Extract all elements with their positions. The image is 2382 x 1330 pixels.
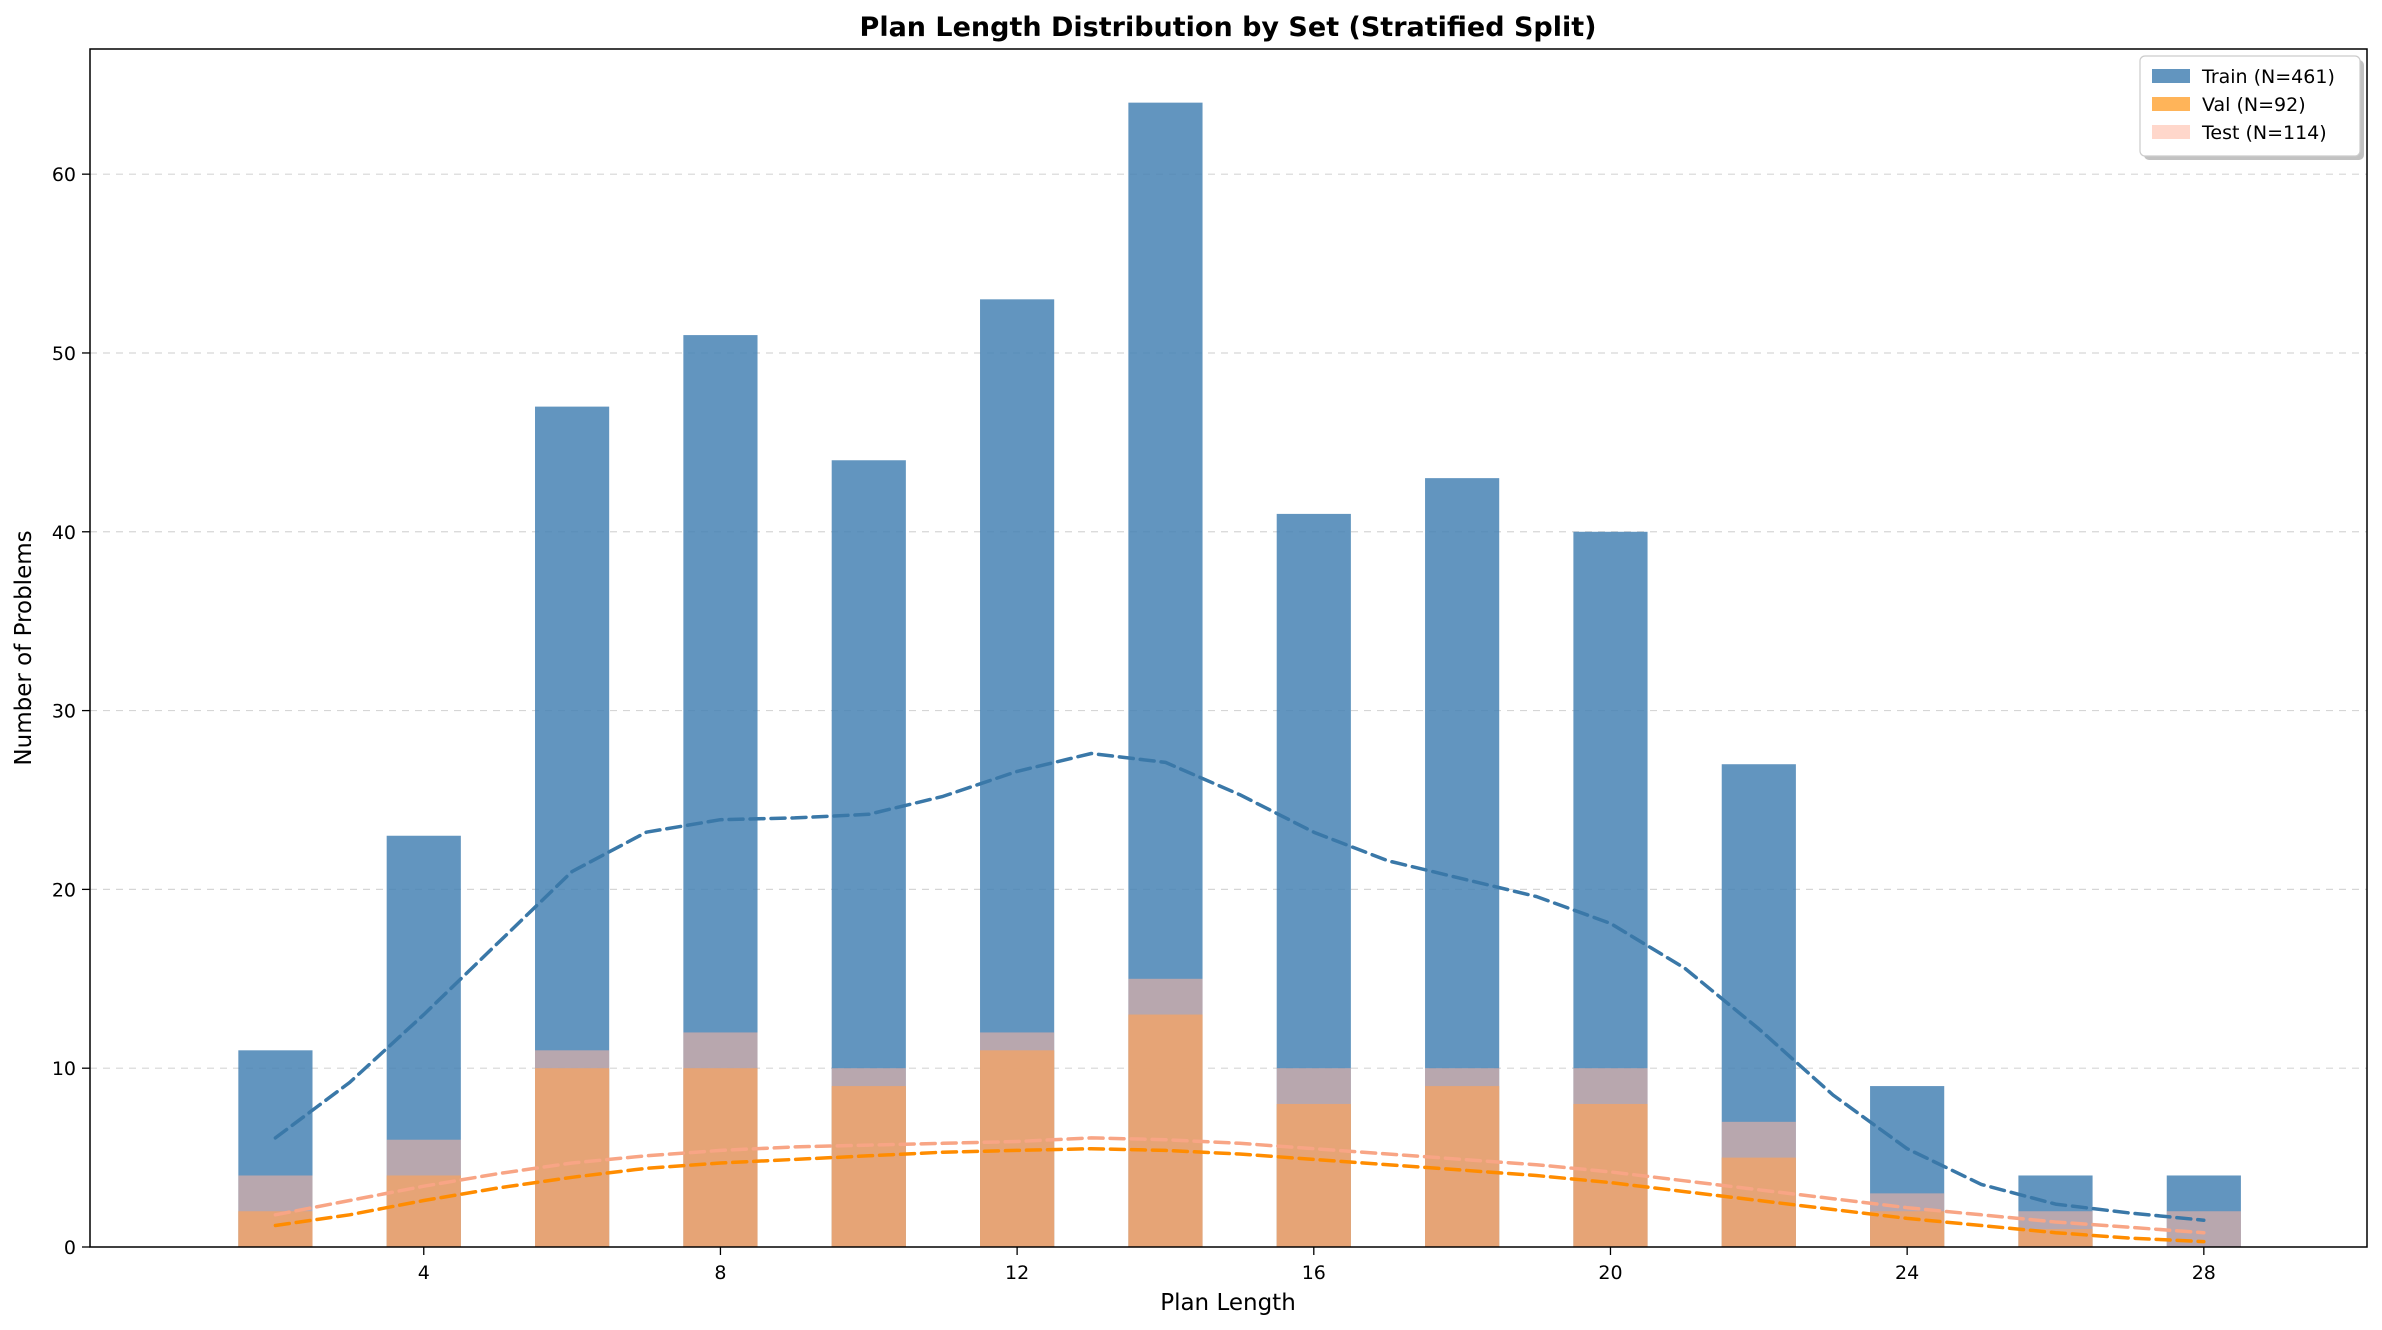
y-axis: 0 10 20 30 40 50 60 — [52, 164, 90, 1259]
x-tick-label: 24 — [1895, 1262, 1919, 1284]
bar-test — [980, 1032, 1055, 1247]
x-tick-label: 28 — [2192, 1262, 2216, 1284]
legend-swatch-test — [2152, 125, 2190, 139]
x-tick-label: 8 — [714, 1262, 726, 1284]
bars — [238, 102, 2241, 1247]
plot-frame — [89, 48, 2368, 1248]
gridlines — [90, 173, 2367, 1069]
legend-swatch-val — [2152, 97, 2190, 111]
y-tick-label: 40 — [52, 522, 76, 544]
x-tick-label: 20 — [1598, 1262, 1622, 1284]
legend: Train (N=461) Val (N=92) Test (N=114) — [2139, 55, 2364, 160]
trend-lines — [273, 751, 2206, 1244]
legend-box — [2139, 55, 2361, 157]
legend-label-train: Train (N=461) — [2201, 66, 2335, 88]
x-tick-label: 4 — [418, 1262, 430, 1284]
x-axis-title: Plan Length — [1160, 1290, 1296, 1316]
legend-label-test: Test (N=114) — [2201, 122, 2327, 144]
y-tick-label: 0 — [64, 1237, 76, 1259]
bar-test — [386, 1139, 461, 1247]
x-tick-label: 12 — [1005, 1262, 1029, 1284]
y-tick-label: 30 — [52, 701, 76, 723]
legend-label-val: Val (N=92) — [2202, 94, 2306, 116]
trend-line-test — [273, 1136, 2206, 1235]
bar-test — [1573, 1068, 1648, 1247]
bar-test — [535, 1050, 610, 1247]
y-tick-label: 10 — [52, 1058, 76, 1080]
y-tick-label: 50 — [52, 343, 76, 365]
y-axis-title: Number of Problems — [11, 530, 37, 765]
trend-line-val — [273, 1146, 2206, 1244]
bar-test — [1721, 1121, 1796, 1247]
bar-test — [1128, 978, 1203, 1247]
trend-line-train — [273, 751, 2206, 1222]
bar-test — [683, 1032, 758, 1247]
x-tick-label: 16 — [1302, 1262, 1326, 1284]
chart-title: Plan Length Distribution by Set (Stratif… — [860, 12, 1597, 43]
x-axis: 4 8 12 16 20 24 28 — [418, 1247, 2216, 1284]
legend-swatch-train — [2152, 69, 2190, 83]
y-tick-label: 20 — [52, 879, 76, 901]
y-tick-label: 60 — [52, 164, 76, 186]
